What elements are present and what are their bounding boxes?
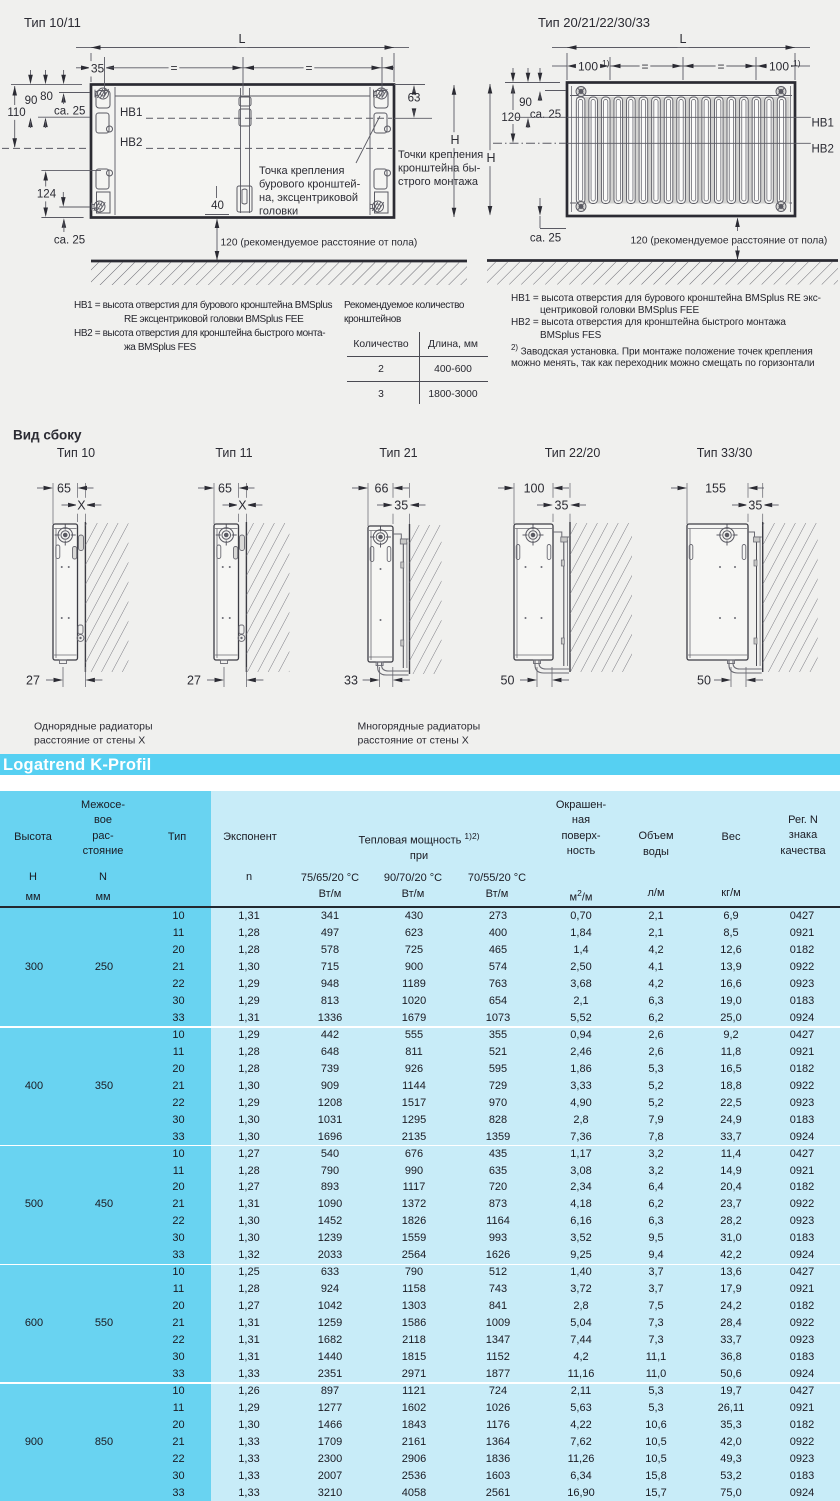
svg-text:35: 35 bbox=[394, 499, 408, 513]
svg-text:Тип 22/20: Тип 22/20 bbox=[545, 446, 601, 460]
svg-text:Точки крепления: Точки крепления bbox=[398, 149, 483, 161]
svg-text:ca. 25: ca. 25 bbox=[54, 106, 85, 118]
svg-text:ca. 25: ca. 25 bbox=[530, 233, 561, 245]
svg-text:35: 35 bbox=[91, 62, 105, 76]
svg-text:на, эксцентриковой: на, эксцентриковой bbox=[259, 192, 358, 204]
svg-text:Тип 10: Тип 10 bbox=[57, 446, 95, 460]
svg-text:124: 124 bbox=[37, 189, 57, 201]
svg-text:Вид сбоку: Вид сбоку bbox=[13, 428, 82, 443]
svg-text:90: 90 bbox=[25, 95, 38, 107]
svg-text:63: 63 bbox=[408, 93, 421, 105]
svg-text:100: 100 bbox=[769, 60, 789, 74]
svg-text:L: L bbox=[680, 32, 687, 46]
svg-text:H: H bbox=[450, 133, 459, 147]
svg-text:HB2: HB2 bbox=[812, 144, 834, 156]
svg-text:кронштейна бы-: кронштейна бы- bbox=[398, 163, 481, 175]
svg-text:Тип 11: Тип 11 bbox=[215, 446, 252, 460]
svg-text:Тип 33/30: Тип 33/30 bbox=[697, 446, 753, 460]
svg-text:1): 1) bbox=[602, 58, 610, 68]
svg-text:65: 65 bbox=[218, 482, 232, 496]
svg-text:27: 27 bbox=[187, 674, 201, 688]
svg-text:120: 120 bbox=[501, 112, 520, 124]
svg-text:65: 65 bbox=[57, 482, 71, 496]
svg-text:=: = bbox=[170, 61, 177, 75]
svg-text:110: 110 bbox=[7, 107, 25, 119]
svg-text:HB2: HB2 bbox=[120, 137, 142, 149]
svg-text:Точка крепления: Точка крепления bbox=[259, 165, 344, 177]
svg-text:расстояние от стены X: расстояние от стены X bbox=[34, 735, 145, 747]
svg-text:90: 90 bbox=[519, 97, 532, 109]
svg-text:35: 35 bbox=[555, 499, 569, 513]
svg-text:X: X bbox=[77, 499, 86, 513]
svg-text:100: 100 bbox=[524, 482, 545, 496]
svg-text:=: = bbox=[305, 61, 312, 75]
svg-text:X: X bbox=[238, 499, 247, 513]
svg-text:головки: головки bbox=[259, 206, 298, 218]
svg-text:расстояние от стены X: расстояние от стены X bbox=[358, 735, 469, 747]
svg-text:=: = bbox=[641, 60, 648, 74]
svg-text:40: 40 bbox=[211, 200, 224, 212]
svg-text:HB1: HB1 bbox=[120, 107, 142, 119]
svg-text:27: 27 bbox=[26, 674, 40, 688]
svg-text:120 (рекомендуемое расстояние: 120 (рекомендуемое расстояние от пола) bbox=[221, 237, 418, 248]
svg-text:HB1: HB1 bbox=[812, 118, 834, 130]
svg-text:L: L bbox=[239, 32, 246, 46]
svg-text:50: 50 bbox=[697, 674, 711, 688]
svg-text:Тип 10/11: Тип 10/11 bbox=[24, 15, 81, 30]
svg-text:80: 80 bbox=[40, 91, 53, 103]
svg-text:Однорядные радиаторы: Однорядные радиаторы bbox=[34, 721, 153, 733]
svg-text:33: 33 bbox=[344, 674, 358, 688]
svg-text:50: 50 bbox=[501, 674, 515, 688]
svg-text:Тип 20/21/22/30/33: Тип 20/21/22/30/33 bbox=[538, 15, 650, 30]
svg-text:=: = bbox=[717, 60, 724, 74]
svg-text:H: H bbox=[486, 151, 495, 165]
svg-text:155: 155 bbox=[705, 482, 726, 496]
svg-text:ca. 25: ca. 25 bbox=[530, 109, 561, 121]
svg-text:100: 100 bbox=[578, 60, 598, 74]
svg-text:ca. 25: ca. 25 bbox=[54, 235, 85, 247]
svg-text:120 (рекомендуемое расстояние: 120 (рекомендуемое расстояние от пола) bbox=[631, 236, 828, 247]
svg-text:35: 35 bbox=[748, 499, 762, 513]
svg-text:1): 1) bbox=[793, 58, 801, 68]
svg-text:66: 66 bbox=[375, 482, 389, 496]
svg-text:Тип 21: Тип 21 bbox=[379, 446, 417, 460]
svg-text:Многорядные радиаторы: Многорядные радиаторы bbox=[358, 721, 481, 733]
svg-text:строго монтажа: строго монтажа bbox=[398, 176, 479, 188]
svg-text:бурового кронштей-: бурового кронштей- bbox=[259, 179, 361, 191]
